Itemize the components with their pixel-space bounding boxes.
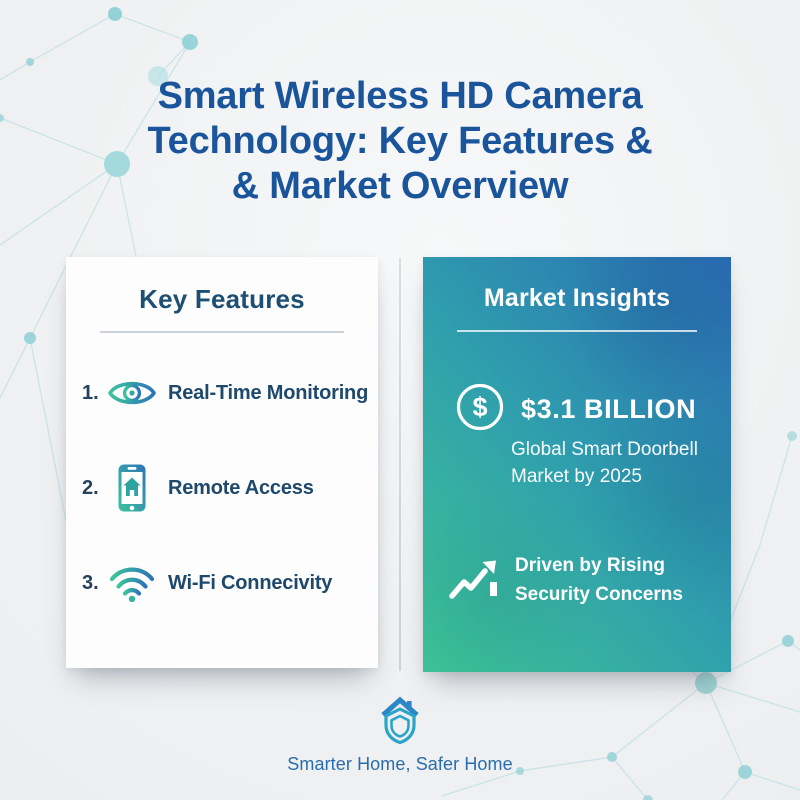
home-shield-icon [378,696,422,749]
page-title: Smart Wireless HD Camera Technology: Key… [0,74,800,209]
driver-text-line-1: Driven by Rising [515,555,665,576]
feature-number: 2. [82,476,99,499]
market-card-title: Market Insights [483,284,671,312]
wifi-icon [106,564,158,602]
brand-tagline: Smarter Home, Safer Home [287,754,513,774]
market-driver-row: Driven by Rising Security Concerns [449,551,683,609]
trend-up-icon [449,556,503,605]
page-title-line-1: Smart Wireless HD Camera [157,75,643,117]
card-fold-divider [399,258,401,671]
page-title-line-3: & Market Overview [231,165,569,207]
stat-caption: Global Smart Doorbell Market by 2025 [511,436,698,490]
key-features-card: Key Features 1. Real-Time Monitoring [66,257,378,668]
stat-value: $3.1 BILLION [521,394,697,424]
smartphone-home-icon [106,463,158,513]
driver-text: Driven by Rising Security Concerns [515,551,683,609]
feature-item-remote-access: 2. Remote Access [66,463,378,513]
brand-footer: Smarter Home, Safer Home [0,696,800,775]
driver-text-line-2: Security Concerns [515,584,683,605]
feature-label: Wi-Fi Connecivity [168,571,333,594]
feature-item-wifi-connectivity: 3. Wi-Fi Connecivity [66,560,378,606]
feature-item-real-time-monitoring: 1. Real-Time Monitoring [66,370,378,416]
feature-label: Real-Time Monitoring [168,381,369,404]
stat-caption-line-2: Market by 2025 [511,466,642,487]
market-divider [457,330,697,332]
feature-number: 3. [82,571,99,594]
feature-number: 1. [82,381,99,404]
dollar-circle-icon: $ [455,382,505,437]
page-title-line-2: Technology: Key Features & [147,120,653,162]
stat-caption-line-1: Global Smart Doorbell [511,439,698,460]
svg-text:$: $ [472,392,487,422]
features-divider [100,331,344,333]
features-card-title: Key Features [139,284,305,314]
market-insights-card: Market Insights $ $3.1 BILLION Global Sm… [423,257,731,672]
eye-icon [106,377,158,409]
market-stat-row: $ $3.1 BILLION [455,382,696,437]
feature-label: Remote Access [168,476,314,499]
